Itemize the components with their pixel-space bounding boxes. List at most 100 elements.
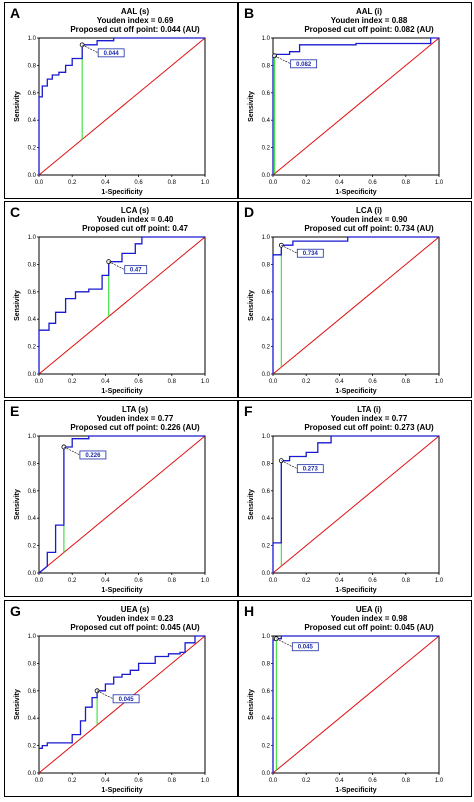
annotation-leader: [281, 460, 298, 469]
annotation-box: [290, 59, 318, 69]
reference-diagonal-line: [38, 37, 206, 176]
x-tick-label: 1.0: [435, 578, 444, 584]
y-tick-label: 0.0: [28, 173, 37, 179]
x-tick-label: 1.0: [201, 180, 210, 186]
x-tick-label: 0.8: [168, 379, 177, 385]
y-tick-label: 0.8: [262, 661, 271, 667]
annotation-box: [296, 464, 324, 474]
reference-diagonal-line: [272, 635, 440, 774]
panel-letter: F: [244, 403, 253, 419]
chart-title: UEA (s): [121, 605, 150, 614]
y-tick-label: 0.4: [262, 516, 271, 522]
y-tick-label: 1.0: [262, 634, 271, 640]
y-tick-label: 0.8: [28, 661, 37, 667]
x-tick-label: 0.8: [168, 180, 177, 186]
y-axis-label: Sensivity: [14, 689, 21, 720]
roc-panel-d: D LCA (i) Youden index = 0.90 Proposed cut …: [238, 201, 472, 398]
y-tick-label: 0.8: [28, 262, 37, 268]
panel-letter: B: [244, 5, 254, 21]
x-tick-label: 0.8: [168, 578, 177, 584]
x-tick-label: 0.0: [35, 578, 44, 584]
x-tick-label: 0.2: [302, 778, 311, 784]
y-tick-label: 0.8: [262, 63, 271, 69]
x-tick-label: 0.2: [302, 180, 311, 186]
y-tick-label: 0.6: [262, 91, 271, 97]
x-tick-label: 1.0: [201, 778, 210, 784]
x-tick-label: 0.8: [402, 180, 411, 186]
reference-diagonal-line: [272, 435, 440, 574]
chart-subtitle2: Proposed cut off point: 0.273 (AU): [304, 423, 434, 432]
y-tick-label: 0.6: [262, 489, 271, 495]
reference-diagonal-line: [38, 435, 206, 574]
y-axis-label: Sensivity: [248, 489, 255, 520]
y-axis-label: Sensivity: [14, 91, 21, 122]
y-tick-label: 0.6: [262, 290, 271, 296]
chart-title: LCA (s): [121, 206, 149, 215]
y-tick-label: 0.2: [28, 345, 37, 351]
x-tick-label: 0.4: [335, 379, 344, 385]
annotation-leader: [63, 446, 81, 456]
x-tick-label: 0.4: [335, 578, 344, 584]
x-tick-label: 0.2: [68, 778, 77, 784]
x-tick-label: 0.0: [35, 379, 44, 385]
y-tick-label: 0.8: [28, 461, 37, 467]
y-tick-label: 0.2: [262, 146, 271, 152]
roc-curve: [38, 236, 205, 374]
cut-point-label: 0.226: [85, 453, 101, 459]
chart-subtitle2: Proposed cut off point: 0.734 (AU): [304, 224, 434, 233]
roc-curve: [38, 435, 205, 574]
y-tick-label: 1.0: [28, 235, 37, 241]
y-tick-label: 0.8: [28, 63, 37, 69]
x-tick-label: 0.2: [302, 578, 311, 584]
chart-subtitle1: Youden index = 0.23: [97, 614, 174, 623]
y-tick-label: 1.0: [28, 36, 37, 42]
annotation-leader: [108, 261, 125, 270]
cut-point-label: 0.045: [119, 697, 135, 703]
x-axis-label: 1-Specificity: [101, 189, 142, 196]
cut-point-label: 0.273: [303, 467, 319, 473]
panel-letter: A: [10, 5, 20, 21]
x-tick-label: 1.0: [201, 578, 210, 584]
y-tick-label: 1.0: [28, 634, 37, 640]
chart-subtitle2: Proposed cut off point: 0.045 (AU): [304, 623, 434, 632]
reference-diagonal-line: [38, 635, 206, 774]
roc-panel-f: F LTA (i) Youden index = 0.77 Proposed cut …: [238, 400, 472, 597]
y-tick-label: 0.0: [262, 771, 271, 777]
x-tick-label: 0.2: [68, 578, 77, 584]
annotation-leader: [281, 244, 298, 254]
reference-diagonal-line: [38, 236, 206, 375]
chart-subtitle1: Youden index = 0.40: [97, 215, 174, 224]
x-tick-label: 0.0: [269, 379, 278, 385]
x-tick-label: 0.6: [368, 578, 377, 584]
y-tick-label: 0.0: [28, 771, 37, 777]
chart-subtitle1: Youden index = 0.77: [97, 414, 174, 423]
x-tick-label: 0.0: [35, 180, 44, 186]
reference-diagonal-line: [272, 236, 440, 375]
roc-panel-g: G UEA (s) Youden index = 0.23 Proposed cut …: [4, 600, 238, 797]
cut-point-marker: [94, 688, 100, 694]
x-axis-label: 1-Specificity: [101, 787, 142, 794]
roc-curve: [272, 236, 439, 374]
x-tick-label: 0.4: [335, 778, 344, 784]
chart-subtitle2: Proposed cut off point: 0.045 (AU): [70, 623, 200, 632]
roc-panel-h: H UEA (i) Youden index = 0.98 Proposed cut …: [238, 600, 472, 797]
x-tick-label: 0.0: [269, 578, 278, 584]
y-tick-label: 0.6: [28, 91, 37, 97]
y-tick-label: 0.0: [262, 571, 271, 577]
chart-title: AAL (s): [121, 7, 150, 16]
x-tick-label: 1.0: [201, 379, 210, 385]
chart-subtitle2: Proposed cut off point: 0.226 (AU): [70, 423, 200, 432]
x-tick-label: 0.8: [402, 379, 411, 385]
cut-point-marker: [61, 444, 67, 450]
roc-curve: [39, 635, 205, 749]
x-tick-label: 0.6: [134, 578, 143, 584]
x-tick-label: 0.8: [402, 778, 411, 784]
y-tick-label: 0.8: [262, 461, 271, 467]
roc-curve: [272, 435, 439, 573]
plot-area-frame: [38, 236, 206, 375]
cut-point-label: 0.082: [296, 62, 312, 68]
y-tick-label: 0.2: [262, 744, 271, 750]
chart-title: LTA (s): [122, 405, 148, 414]
y-tick-label: 0.2: [28, 744, 37, 750]
